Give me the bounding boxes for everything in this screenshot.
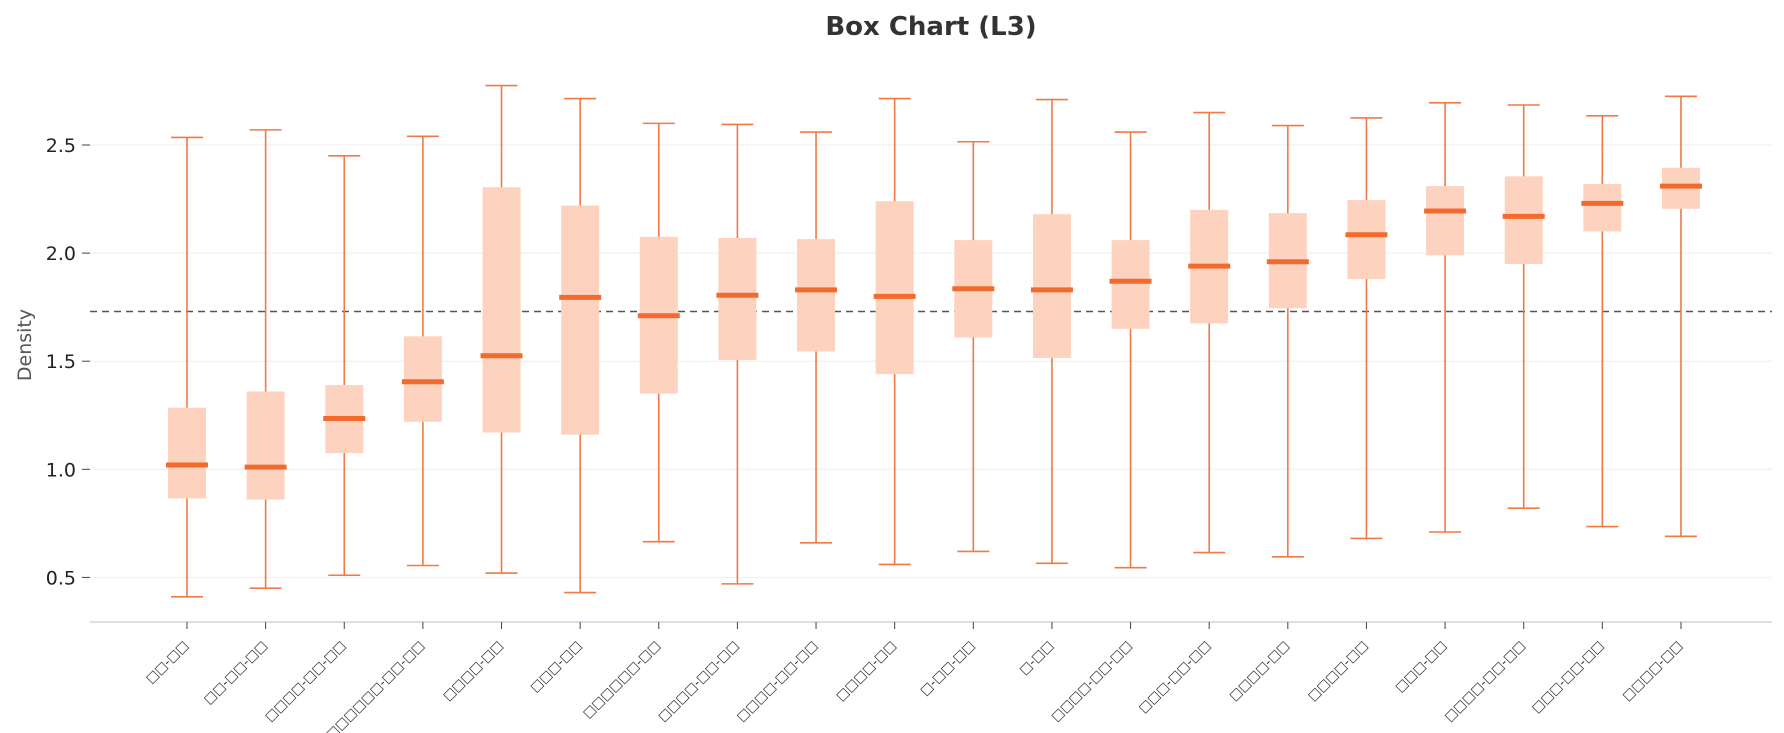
box-group	[1502, 104, 1545, 510]
box-group	[166, 136, 208, 598]
grid-lines	[90, 144, 1772, 578]
x-tick-label: □□□□□□-□□	[580, 638, 663, 721]
x-tick-label: □□□□-□□-□□	[734, 638, 821, 725]
x-tick-label: □□□□-□□-□□	[262, 638, 349, 725]
x-tick-label: □□□□-□□	[1620, 638, 1686, 704]
box-group	[401, 135, 444, 567]
box-group	[480, 84, 523, 574]
iqr-box	[1347, 200, 1386, 280]
iqr-box	[561, 205, 600, 435]
boxes	[166, 84, 1702, 598]
x-tick-label: □□□□-□□	[1305, 638, 1371, 704]
box-group	[795, 131, 838, 544]
box-group	[637, 122, 680, 543]
x-tick-label: □□-□□-□□	[201, 638, 270, 707]
y-tick-label: 1.0	[46, 459, 76, 481]
iqr-box	[718, 237, 757, 361]
iqr-box	[1583, 183, 1622, 232]
iqr-box	[875, 201, 914, 375]
iqr-box	[1032, 214, 1071, 358]
box-group	[716, 123, 759, 585]
x-tick-label: □□□□-□□-□□	[1049, 638, 1136, 725]
iqr-box	[1504, 176, 1543, 264]
y-axis-label: Density	[14, 309, 36, 381]
x-tick-label: □□□-□□-□□	[1136, 638, 1214, 716]
x-tick-label: □□□□-□□	[440, 638, 506, 704]
x-tick-label: □□□-□□	[1393, 638, 1450, 695]
box-group	[1581, 115, 1624, 528]
box-group	[1188, 111, 1231, 554]
iqr-box	[1426, 186, 1465, 256]
x-tick-label: □□□□-□□	[1227, 638, 1293, 704]
y-tick-label: 2.5	[46, 135, 76, 157]
x-tick-label: □□□□-□□-□□	[656, 638, 743, 725]
box-group	[1345, 117, 1388, 540]
box-group	[952, 140, 995, 553]
x-tick-label: □□□-□□-□□	[1529, 638, 1607, 716]
box-group	[873, 97, 916, 566]
iqr-box	[482, 187, 521, 433]
box-group	[1266, 124, 1309, 558]
y-tick-label: 2.0	[46, 243, 76, 265]
iqr-box	[403, 336, 442, 422]
iqr-box	[168, 407, 206, 499]
box-group	[323, 155, 366, 577]
box-group	[1030, 98, 1073, 565]
chart-title: Box Chart (L3)	[825, 12, 1036, 42]
box-group	[1109, 131, 1152, 569]
box-group	[244, 129, 287, 590]
y-tick-label: 0.5	[46, 567, 76, 589]
iqr-box	[246, 391, 285, 500]
x-tick-label: □-□□-□□	[917, 638, 978, 699]
box-group	[1424, 102, 1467, 533]
iqr-box	[797, 239, 836, 352]
box-group	[1659, 95, 1702, 538]
x-tick-label: □-□□	[1017, 638, 1057, 678]
box-group	[559, 97, 602, 594]
x-tick-label: □□□-□□	[528, 638, 585, 695]
x-tick-label: □□□□-□□	[833, 638, 899, 704]
x-tick-label: □□□□-□□-□□	[1442, 638, 1529, 725]
y-tick-label: 1.5	[46, 351, 76, 373]
x-tick-label: □□-□□	[143, 638, 192, 687]
iqr-box	[1111, 240, 1150, 329]
